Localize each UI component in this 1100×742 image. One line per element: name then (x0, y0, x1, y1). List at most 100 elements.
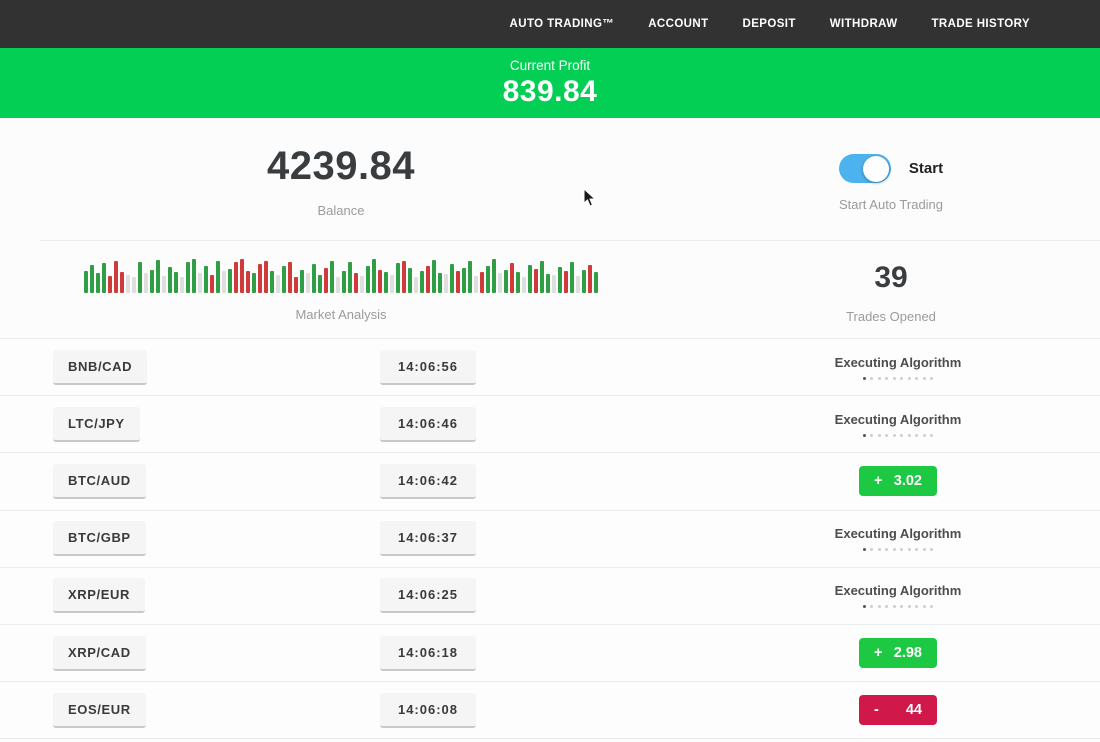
dot (930, 433, 934, 437)
chart-bar (233, 262, 238, 293)
chart-bar (365, 266, 370, 293)
chart-bar (509, 263, 514, 293)
chart-bar (485, 266, 490, 293)
chart-bar (287, 262, 292, 293)
nav-item[interactable]: WITHDRAW (829, 18, 898, 30)
chart-bar (395, 263, 400, 293)
dot (892, 433, 896, 437)
executing-label: Executing Algorithm (834, 526, 962, 542)
current-profit-value: 839.84 (502, 74, 598, 108)
executing-status: Executing Algorithm (834, 526, 962, 552)
chart-bar (419, 271, 424, 293)
balance-value: 4239.84 (266, 144, 416, 188)
dot (922, 433, 926, 437)
badge-value: 2.98 (893, 645, 922, 662)
dot (892, 548, 896, 552)
chart-bar (515, 272, 520, 293)
table-row: BTC/AUD 14:06:42 + 3.02 (0, 453, 1100, 511)
executing-label: Executing Algorithm (834, 411, 962, 427)
dot (877, 548, 881, 552)
dot (900, 376, 904, 380)
chart-bar (539, 261, 544, 293)
current-profit-label: Current Profit (509, 57, 591, 73)
nav-item[interactable]: AUTO TRADING™ (509, 18, 615, 30)
chart-bar (323, 267, 328, 293)
chart-bar (401, 261, 406, 293)
chart-bar (185, 262, 190, 293)
chart-bar (413, 276, 418, 293)
dot (915, 376, 919, 380)
chart-bar (587, 264, 592, 293)
nav-item[interactable]: ACCOUNT (648, 18, 709, 30)
chart-bar (113, 261, 118, 293)
nav-item[interactable]: DEPOSIT (742, 18, 796, 30)
chart-bar (335, 276, 340, 293)
chart-bar (257, 264, 262, 293)
chart-bar (269, 271, 274, 293)
trade-time-pill: 14:06:25 (380, 578, 476, 614)
dot (892, 376, 896, 380)
chart-bar (215, 261, 220, 293)
dot (922, 605, 926, 609)
currency-pair-pill: XRP/EUR (53, 578, 145, 614)
dot (907, 605, 911, 609)
chart-bar (491, 258, 496, 293)
chart-bar (353, 273, 358, 293)
chart-bar (143, 273, 148, 293)
chart-bar (503, 269, 508, 293)
dot (915, 605, 919, 609)
dot (915, 433, 919, 437)
chart-bar (83, 271, 88, 293)
chart-bar (101, 263, 106, 293)
currency-pair-pill: EOS/EUR (53, 692, 146, 728)
progress-dots (862, 376, 934, 380)
chart-bar (239, 258, 244, 293)
auto-trading-toggle[interactable] (838, 154, 891, 183)
chart-bar (137, 262, 142, 293)
table-row: LTC/JPY 14:06:46 Executing Algorithm (0, 396, 1100, 454)
chart-bar (593, 272, 598, 293)
dot-active (862, 376, 866, 380)
executing-status: Executing Algorithm (834, 411, 962, 437)
chart-bar (455, 270, 460, 293)
chart-bar (149, 269, 154, 293)
chart-bar (449, 264, 454, 293)
chart-bar (551, 275, 556, 293)
chart-bar (197, 273, 202, 293)
dot-active (862, 548, 866, 552)
currency-pair-pill: BTC/GBP (53, 521, 146, 557)
chart-bar (545, 274, 550, 293)
trade-time-pill: 14:06:46 (380, 406, 476, 442)
nav-item[interactable]: TRADE HISTORY (931, 18, 1030, 30)
dot (907, 376, 911, 380)
chart-bar (275, 275, 280, 293)
dot (870, 433, 874, 437)
dot (900, 433, 904, 437)
chart-bar (227, 268, 232, 293)
dot (877, 376, 881, 380)
market-analysis-label: Market Analysis (295, 307, 387, 322)
table-row: BTC/GBP 14:06:37 Executing Algorithm (0, 510, 1100, 568)
current-profit-banner: Current Profit 839.84 (0, 48, 1100, 118)
chart-bar (251, 273, 256, 293)
progress-dots (862, 605, 934, 609)
table-row: XRP/EUR 14:06:25 Executing Algorithm (0, 567, 1100, 625)
trades-opened-label: Trades Opened (846, 309, 936, 324)
badge-sign: + (874, 473, 883, 490)
section-divider (40, 240, 1100, 241)
dot (870, 548, 874, 552)
dot (930, 376, 934, 380)
dot (870, 376, 874, 380)
chart-bar (299, 269, 304, 293)
dot (885, 376, 889, 380)
market-analysis-section: Market Analysis 39 Trades Opened (0, 241, 1100, 338)
trades-table: BNB/CAD 14:06:56 Executing Algorithm L (0, 338, 1100, 740)
dot (900, 548, 904, 552)
chart-bar (347, 262, 352, 293)
chart-bar (293, 276, 298, 293)
chart-bar (317, 275, 322, 293)
chart-bar (575, 275, 580, 293)
trades-opened-value: 39 (874, 261, 908, 294)
chart-bar (521, 276, 526, 293)
trade-time-pill: 14:06:37 (380, 521, 476, 557)
